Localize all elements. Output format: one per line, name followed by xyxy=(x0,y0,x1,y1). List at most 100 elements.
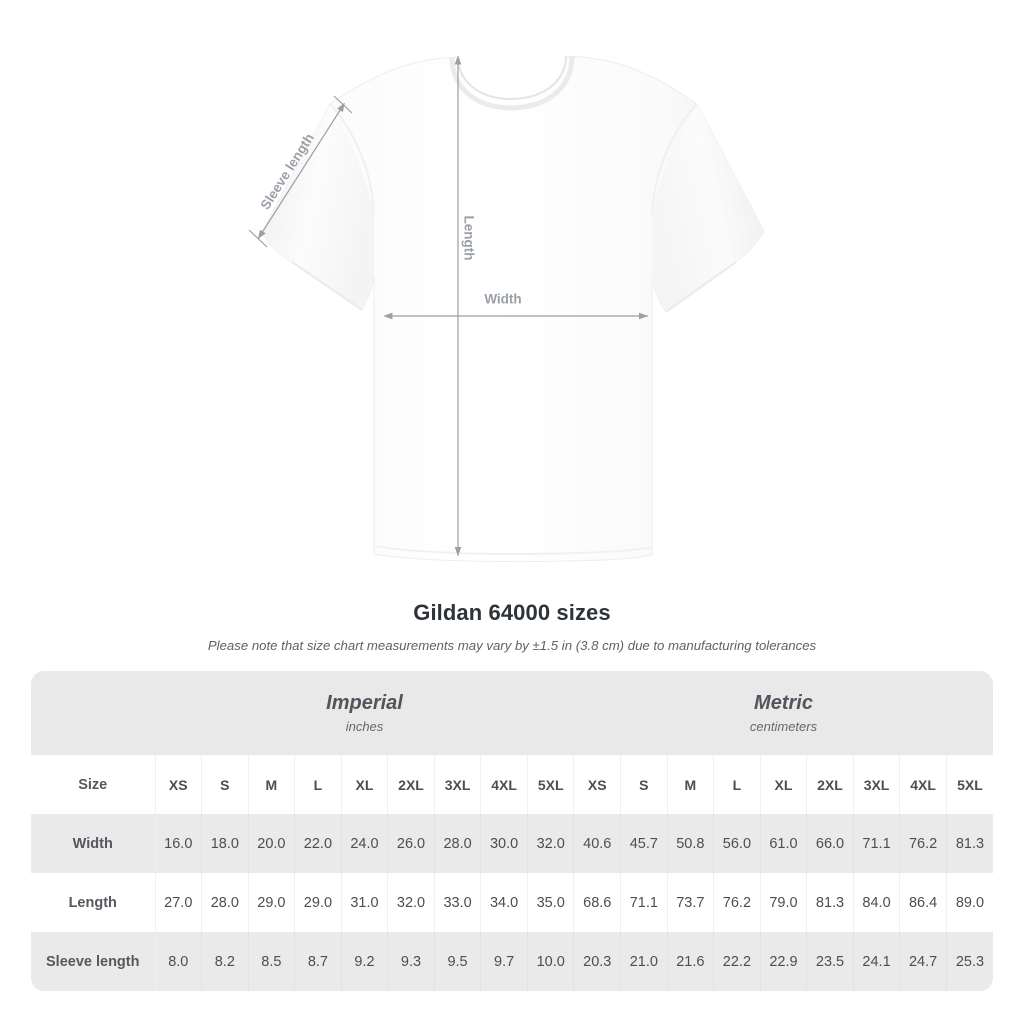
cell-value: 35.0 xyxy=(527,873,575,932)
table-row: Sleeve length 8.0 8.2 8.5 8.7 9.2 9.3 9.5 9.7 10.… xyxy=(31,932,993,991)
unit-group-sub: inches xyxy=(345,718,384,734)
cell-value: 24.7 xyxy=(899,932,947,991)
cell-value: 71.1 xyxy=(620,873,668,932)
cell-value: 20.3 xyxy=(573,932,622,991)
tshirt-diagram-svg: Sleeve length Length Width xyxy=(248,55,765,563)
unit-group-name: Metric xyxy=(754,691,813,714)
cell-value: 81.3 xyxy=(946,814,993,873)
cell-value: 89.0 xyxy=(946,873,993,932)
cell-value: 40.6 xyxy=(573,814,622,873)
row-label-width: Width xyxy=(31,814,156,873)
tshirt-illustration: Sleeve length Length Width xyxy=(248,55,765,563)
cell-value: 61.0 xyxy=(760,814,808,873)
caption-block: Gildan 64000 sizes Please note that size… xyxy=(0,598,1024,655)
column-header-metric-4xl: 4XL xyxy=(899,755,947,814)
cell-value: 18.0 xyxy=(201,814,249,873)
cell-value: 56.0 xyxy=(713,814,761,873)
cell-value: 31.0 xyxy=(341,873,389,932)
cell-value: 22.0 xyxy=(294,814,342,873)
cell-value: 8.2 xyxy=(201,932,249,991)
column-header-metric-m: M xyxy=(667,755,715,814)
cell-value: 76.2 xyxy=(713,873,761,932)
cell-value: 16.0 xyxy=(155,814,203,873)
cell-value: 71.1 xyxy=(853,814,901,873)
cell-value: 33.0 xyxy=(434,873,482,932)
column-header-row: Size XS S M L XL 2XL 3XL 4XL 5XL XS S M L XL 2XL 3XL 4XL 5… xyxy=(31,755,993,814)
cell-value: 76.2 xyxy=(899,814,947,873)
cell-value: 20.0 xyxy=(248,814,296,873)
cell-value: 24.0 xyxy=(341,814,389,873)
unit-group-metric: Metric centimeters xyxy=(573,671,993,755)
column-header-imperial-s: S xyxy=(201,755,249,814)
cell-value: 9.2 xyxy=(341,932,389,991)
column-header-imperial-xs: XS xyxy=(155,755,203,814)
table-row: Width 16.0 18.0 20.0 22.0 24.0 26.0 28.0 30.0 32.… xyxy=(31,814,993,873)
unit-group-name: Imperial xyxy=(326,691,403,714)
cell-value: 28.0 xyxy=(201,873,249,932)
cell-value: 68.6 xyxy=(573,873,622,932)
column-header-imperial-2xl: 2XL xyxy=(387,755,435,814)
cell-value: 34.0 xyxy=(480,873,528,932)
unit-group-imperial: Imperial inches xyxy=(155,671,574,755)
length-label: Length xyxy=(461,216,476,261)
cell-value: 9.3 xyxy=(387,932,435,991)
column-header-metric-3xl: 3XL xyxy=(853,755,901,814)
cell-value: 32.0 xyxy=(527,814,575,873)
cell-value: 22.9 xyxy=(760,932,808,991)
cell-value: 66.0 xyxy=(806,814,854,873)
cell-value: 84.0 xyxy=(853,873,901,932)
cell-value: 73.7 xyxy=(667,873,715,932)
cell-value: 81.3 xyxy=(806,873,854,932)
row-label-length: Length xyxy=(31,873,156,932)
column-header-metric-s: S xyxy=(620,755,668,814)
cell-value: 8.7 xyxy=(294,932,342,991)
width-guide: Width xyxy=(383,292,649,320)
cell-value: 8.5 xyxy=(248,932,296,991)
unit-group-sub: centimeters xyxy=(749,718,818,734)
column-header-imperial-xl: XL xyxy=(341,755,389,814)
cell-value: 21.6 xyxy=(667,932,715,991)
column-header-metric-5xl: 5XL xyxy=(946,755,993,814)
cell-value: 8.0 xyxy=(155,932,203,991)
size-chart-table-wrapper: Imperial inches Metric centimeters Size XS S M L… xyxy=(31,671,993,991)
cell-value: 50.8 xyxy=(667,814,715,873)
page-title: Gildan 64000 sizes xyxy=(413,600,611,625)
column-header-imperial-3xl: 3XL xyxy=(434,755,482,814)
cell-value: 79.0 xyxy=(760,873,808,932)
cell-value: 25.3 xyxy=(946,932,993,991)
column-header-metric-l: L xyxy=(713,755,761,814)
column-header-metric-xs: XS xyxy=(573,755,622,814)
column-header-imperial-4xl: 4XL xyxy=(480,755,528,814)
cell-value: 29.0 xyxy=(294,873,342,932)
size-corner-label: Size xyxy=(31,755,156,814)
column-header-metric-xl: XL xyxy=(760,755,808,814)
cell-value: 26.0 xyxy=(387,814,435,873)
cell-value: 9.7 xyxy=(480,932,528,991)
tolerance-note: Please note that size chart measurements… xyxy=(207,638,817,653)
cell-value: 29.0 xyxy=(248,873,296,932)
column-header-imperial-m: M xyxy=(248,755,296,814)
garment-shape xyxy=(261,55,765,563)
row-label-sleeve-length: Sleeve length xyxy=(31,932,156,991)
column-header-imperial-l: L xyxy=(294,755,342,814)
unit-group-row: Imperial inches Metric centimeters xyxy=(31,671,993,755)
cell-value: 21.0 xyxy=(620,932,668,991)
cell-value: 23.5 xyxy=(806,932,854,991)
table-row: Length 27.0 28.0 29.0 29.0 31.0 32.0 33.0 34.0 35… xyxy=(31,873,993,932)
unit-row-spacer xyxy=(31,671,155,755)
cell-value: 22.2 xyxy=(713,932,761,991)
size-chart-table: Imperial inches Metric centimeters Size XS S M L… xyxy=(31,671,993,991)
cell-value: 10.0 xyxy=(527,932,575,991)
cell-value: 28.0 xyxy=(434,814,482,873)
cell-value: 24.1 xyxy=(853,932,901,991)
cell-value: 9.5 xyxy=(434,932,482,991)
cell-value: 32.0 xyxy=(387,873,435,932)
length-guide: Length xyxy=(454,55,476,557)
width-label: Width xyxy=(484,292,521,307)
cell-value: 27.0 xyxy=(155,873,203,932)
cell-value: 30.0 xyxy=(480,814,528,873)
cell-value: 86.4 xyxy=(899,873,947,932)
column-header-imperial-5xl: 5XL xyxy=(527,755,575,814)
cell-value: 45.7 xyxy=(620,814,668,873)
column-header-metric-2xl: 2XL xyxy=(806,755,854,814)
